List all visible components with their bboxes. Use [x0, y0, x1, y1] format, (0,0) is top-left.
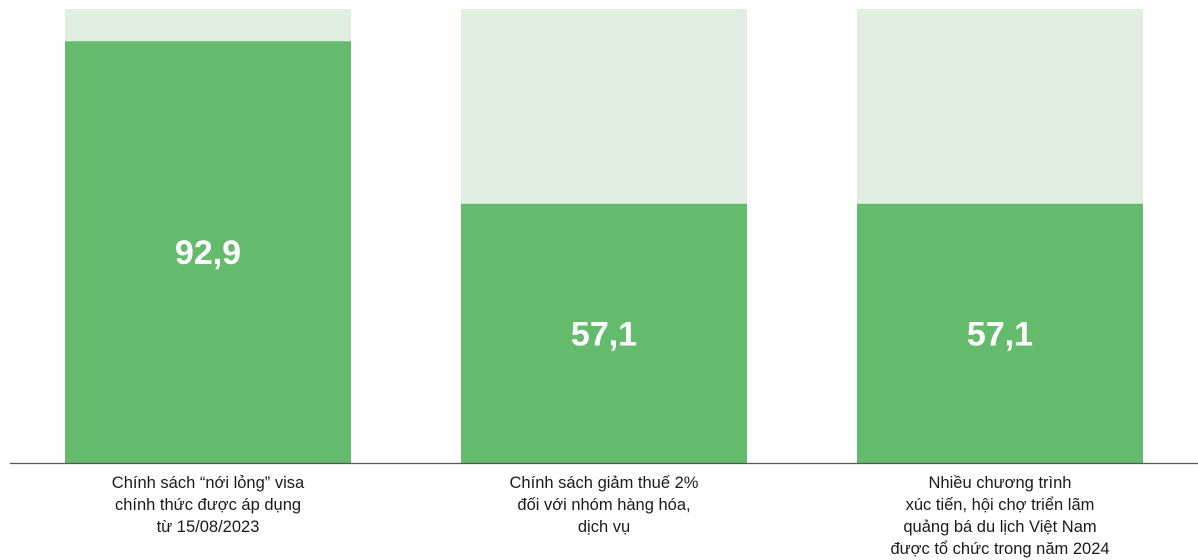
- category-label: Chính sách “nới lỏng” visa chính thức đượ…: [58, 472, 358, 538]
- bar: [857, 203, 1143, 464]
- category-label-line: Chính sách “nới lỏng” visa: [111, 474, 305, 492]
- category-label: Nhiều chương trình xúc tiến, hội chợ triể…: [850, 472, 1150, 560]
- category-label-line: quảng bá du lịch Việt Nam: [903, 518, 1097, 536]
- category-label-line: Nhiều chương trình: [928, 474, 1072, 492]
- bar-value-label: 57,1: [967, 315, 1033, 353]
- category-label-line: đối với nhóm hàng hóa,: [517, 496, 691, 514]
- category-label-line: từ 15/08/2023: [156, 518, 260, 536]
- bar-value-label: 92,9: [175, 234, 241, 272]
- category-label-line: được tổ chức trong năm 2024: [890, 540, 1110, 558]
- category-label-line: chính thức được áp dụng: [114, 496, 302, 514]
- category-label: Chính sách giảm thuế 2% đối với nhóm hàng…: [454, 472, 754, 538]
- category-label-line: xúc tiến, hội chợ triển lãm: [905, 496, 1095, 514]
- category-label-line: dịch vụ: [577, 518, 631, 536]
- category-label-line: Chính sách giảm thuế 2%: [509, 474, 699, 492]
- bar: [65, 41, 351, 463]
- bar-value-label: 57,1: [571, 315, 637, 353]
- bar: [461, 203, 747, 464]
